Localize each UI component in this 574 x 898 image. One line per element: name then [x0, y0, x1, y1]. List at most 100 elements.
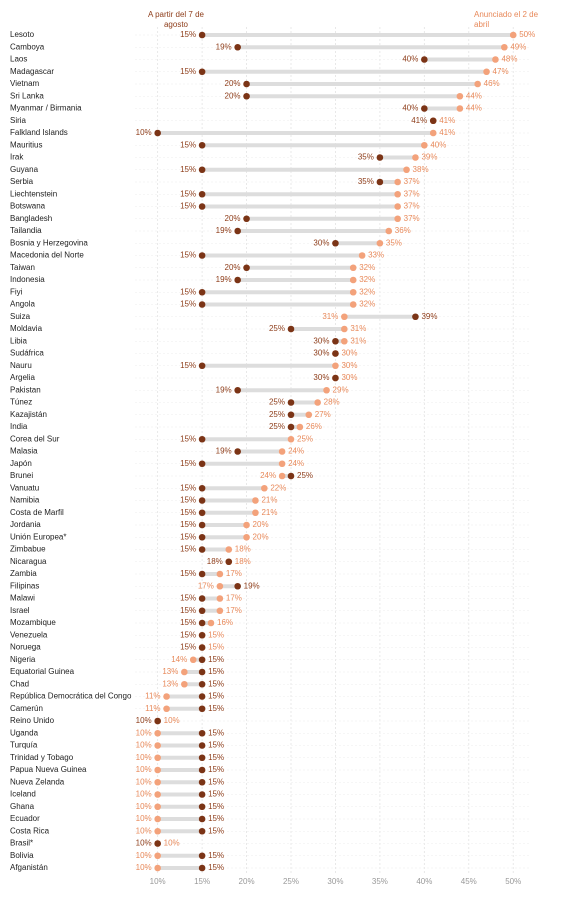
- value-label: 17%: [226, 569, 242, 578]
- value-label: 30%: [313, 238, 329, 247]
- dot-august: [198, 607, 206, 615]
- value-label: 20%: [225, 214, 241, 223]
- dot-april: [483, 68, 490, 76]
- category-label: Corea del Sur: [10, 434, 60, 443]
- value-label: 11%: [145, 692, 160, 701]
- value-label: 20%: [253, 532, 269, 541]
- value-label: 15%: [180, 30, 196, 39]
- category-label: Costa de Marfil: [10, 508, 64, 517]
- category-label: Jordania: [10, 520, 41, 529]
- value-label: 37%: [404, 177, 420, 186]
- category-label: Bolivia: [10, 851, 34, 860]
- dot-august: [234, 276, 241, 284]
- dot-april: [323, 386, 330, 394]
- value-label: 21%: [261, 508, 277, 517]
- value-label: 15%: [180, 569, 196, 578]
- category-label: Noruega: [10, 643, 41, 652]
- value-label: 30%: [341, 361, 357, 370]
- dot-april: [154, 742, 161, 749]
- category-label: Brasil*: [10, 839, 33, 848]
- category-label: Liechtenstein: [10, 189, 57, 198]
- dot-august: [198, 693, 206, 700]
- dot-august: [198, 288, 206, 296]
- x-tick-label: 45%: [461, 877, 477, 886]
- dot-august: [287, 399, 295, 406]
- dot-august: [198, 435, 206, 443]
- value-label: 15%: [180, 508, 196, 517]
- dot-april: [341, 313, 348, 321]
- dot-august: [198, 864, 206, 872]
- dot-april: [278, 448, 286, 455]
- value-label: 41%: [439, 116, 455, 125]
- value-label: 39%: [421, 153, 437, 162]
- dot-august: [198, 778, 206, 786]
- value-label: 15%: [180, 434, 196, 443]
- value-label: 37%: [404, 202, 420, 211]
- category-label: Indonesia: [10, 275, 45, 284]
- dot-august: [421, 56, 428, 63]
- dot-august: [332, 239, 339, 247]
- category-label: Nicaragua: [10, 557, 47, 566]
- value-label: 19%: [216, 275, 232, 284]
- value-label: 10%: [136, 753, 152, 762]
- dot-august: [198, 852, 206, 860]
- value-label: 37%: [404, 214, 420, 223]
- dot-august: [198, 301, 206, 308]
- category-label: Madagascar: [10, 67, 54, 76]
- value-label: 15%: [208, 753, 224, 762]
- category-label: Ghana: [10, 802, 35, 811]
- dot-april: [154, 778, 161, 786]
- value-label: 20%: [225, 91, 241, 100]
- dot-april: [429, 129, 437, 137]
- dot-april: [287, 435, 295, 443]
- category-label: Moldavia: [10, 324, 43, 333]
- dot-april: [412, 154, 419, 161]
- category-label: Falkland Islands: [10, 128, 68, 137]
- value-label: 30%: [313, 349, 329, 358]
- value-label: 40%: [402, 55, 418, 64]
- value-label: 30%: [341, 349, 357, 358]
- value-label: 25%: [297, 434, 313, 443]
- value-label: 37%: [404, 189, 420, 198]
- value-label: 39%: [421, 312, 437, 321]
- value-label: 15%: [208, 814, 224, 823]
- dot-april: [456, 92, 464, 100]
- dot-april: [278, 460, 286, 468]
- value-label: 10%: [136, 863, 152, 872]
- value-label: 15%: [208, 692, 224, 701]
- dot-april: [385, 227, 393, 235]
- dot-august: [429, 117, 437, 125]
- category-label: Equatorial Guinea: [10, 667, 75, 676]
- dot-april: [154, 754, 161, 762]
- dot-august: [332, 374, 339, 382]
- category-label: Fiyi: [10, 287, 23, 296]
- dot-august: [198, 631, 206, 639]
- dot-april: [216, 582, 224, 590]
- dot-april: [358, 252, 366, 259]
- dot-april: [376, 239, 384, 247]
- category-label: Trinidad y Tobago: [10, 753, 74, 762]
- value-label: 32%: [359, 287, 375, 296]
- dot-august: [287, 423, 295, 431]
- dot-april: [349, 301, 357, 308]
- value-label: 24%: [288, 459, 304, 468]
- category-label: Israel: [10, 606, 30, 615]
- dot-august: [376, 154, 384, 161]
- category-label: Serbia: [10, 177, 34, 186]
- category-label: Zimbabue: [10, 545, 46, 554]
- value-label: 40%: [430, 140, 446, 149]
- dot-april: [252, 509, 259, 517]
- value-label: 15%: [208, 765, 224, 774]
- value-label: 30%: [341, 373, 357, 382]
- value-label: 31%: [350, 336, 366, 345]
- category-label: Chad: [10, 679, 29, 688]
- dot-august: [198, 680, 206, 688]
- category-label: Zambia: [10, 569, 37, 578]
- dot-april: [349, 276, 357, 284]
- value-label: 15%: [180, 287, 196, 296]
- value-label: 18%: [235, 545, 251, 554]
- category-label: Siria: [10, 116, 27, 125]
- dot-august: [154, 717, 161, 725]
- dot-august: [225, 558, 233, 566]
- value-label: 20%: [253, 520, 269, 529]
